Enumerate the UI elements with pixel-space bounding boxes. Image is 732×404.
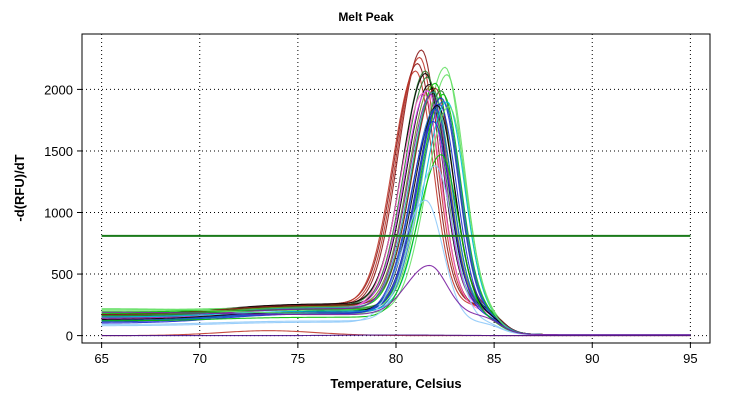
y-axis-label: -d(RFU)/dT [12, 154, 27, 221]
y-axis-ticks: 0 500 1000 1500 2000 [44, 82, 82, 344]
x-axis-label: Temperature, Celsius [330, 376, 461, 391]
series-layer [101, 49, 691, 337]
x-tick-label: 85 [487, 351, 501, 366]
y-tick-label: 1000 [44, 206, 73, 221]
x-tick-label: 70 [193, 351, 207, 366]
y-tick-label: 2000 [44, 82, 73, 97]
x-tick-label: 75 [291, 351, 305, 366]
y-tick-label: 1500 [44, 144, 73, 159]
y-tick-label: 500 [51, 267, 73, 282]
x-tick-label: 65 [94, 351, 108, 366]
x-tick-label: 90 [585, 351, 599, 366]
series-line [101, 264, 691, 336]
x-axis-ticks: 65 70 75 80 85 90 95 [94, 343, 698, 366]
series-line [101, 334, 691, 337]
chart-title: Melt Peak [338, 10, 394, 24]
y-tick-label: 0 [66, 329, 73, 344]
x-tick-label: 80 [389, 351, 403, 366]
x-tick-label: 95 [683, 351, 697, 366]
